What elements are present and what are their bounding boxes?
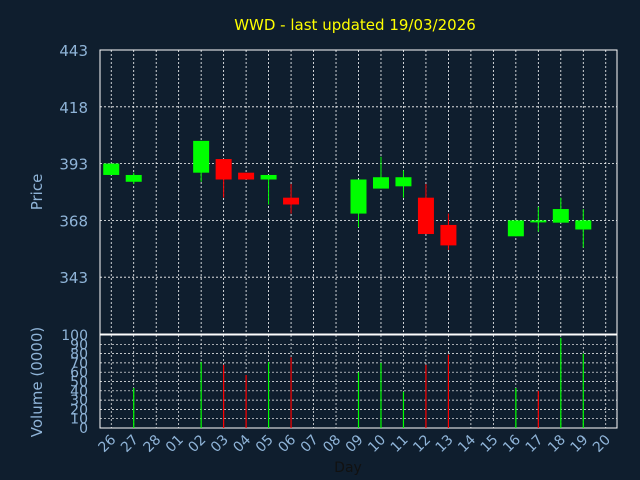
candle-body	[530, 220, 547, 223]
volume-tick-label: 70	[70, 356, 88, 372]
x-tick-label: 28	[140, 432, 164, 456]
price-tick-label: 418	[59, 99, 88, 117]
candle-body	[260, 174, 277, 180]
volume-tick-label: 50	[70, 375, 88, 391]
candle-body	[395, 177, 412, 187]
x-tick-label: 19	[568, 432, 592, 456]
candle-body	[125, 174, 142, 182]
x-tick-label: 04	[230, 432, 254, 456]
x-tick-label: 11	[388, 432, 412, 456]
volume-tick-label: 0	[79, 421, 88, 437]
x-tick-label: 05	[253, 432, 277, 456]
x-tick-label: 15	[478, 432, 502, 456]
price-panel: 343 368 393 418 443	[59, 42, 618, 335]
volume-axis-label: Volume (0000)	[28, 327, 46, 437]
price-tick-label: 343	[59, 269, 88, 287]
volume-tick-label: 10	[70, 412, 88, 428]
candle-body	[575, 220, 592, 230]
x-axis-label: Day	[334, 460, 362, 476]
candle-body	[417, 197, 434, 235]
x-tick-label: 02	[185, 432, 209, 456]
x-tick-label: 18	[545, 432, 569, 456]
price-tick-label: 368	[59, 212, 88, 230]
candle-body	[215, 159, 232, 180]
candle-body	[552, 209, 569, 223]
x-tick-label: 09	[343, 432, 367, 456]
price-tick-label: 393	[59, 156, 88, 174]
price-axis-label: Price	[28, 174, 46, 211]
x-tick-label: 06	[275, 432, 299, 456]
x-tick-label: 26	[96, 432, 120, 456]
x-tick-label: 03	[208, 432, 232, 456]
x-tick-label: 14	[455, 432, 479, 456]
x-tick-label: 16	[500, 432, 524, 456]
x-tick-label: 20	[590, 432, 614, 456]
x-tick-label: 12	[410, 432, 434, 456]
x-tick-label: 07	[298, 432, 322, 456]
volume-tick-label: 100	[61, 328, 88, 344]
candle-body	[372, 177, 389, 189]
x-tick-label: 01	[163, 432, 187, 456]
volume-tick-label: 20	[70, 402, 88, 418]
x-tick-label: 08	[320, 432, 344, 456]
volume-tick-label: 40	[70, 384, 88, 400]
chart-title: WWD - last updated 19/03/2026	[234, 16, 476, 34]
x-tick-label: 13	[433, 432, 457, 456]
x-axis-ticks: 2627280102030405060708091011121314151617…	[96, 432, 614, 456]
candle-body	[283, 197, 300, 205]
candle-body	[238, 172, 255, 180]
volume-tick-label: 60	[70, 365, 88, 381]
price-tick-label: 443	[59, 42, 88, 60]
candle-body	[350, 179, 367, 214]
candle-body	[103, 163, 120, 175]
volume-tick-label: 90	[70, 337, 88, 353]
volume-tick-label: 80	[70, 347, 88, 363]
volume-tick-label: 30	[70, 393, 88, 409]
x-tick-label: 10	[365, 432, 389, 456]
candle-body	[440, 224, 457, 246]
candle-body	[507, 220, 524, 237]
candle-body	[193, 140, 210, 173]
x-tick-label: 27	[118, 432, 142, 456]
x-tick-label: 17	[523, 432, 547, 456]
